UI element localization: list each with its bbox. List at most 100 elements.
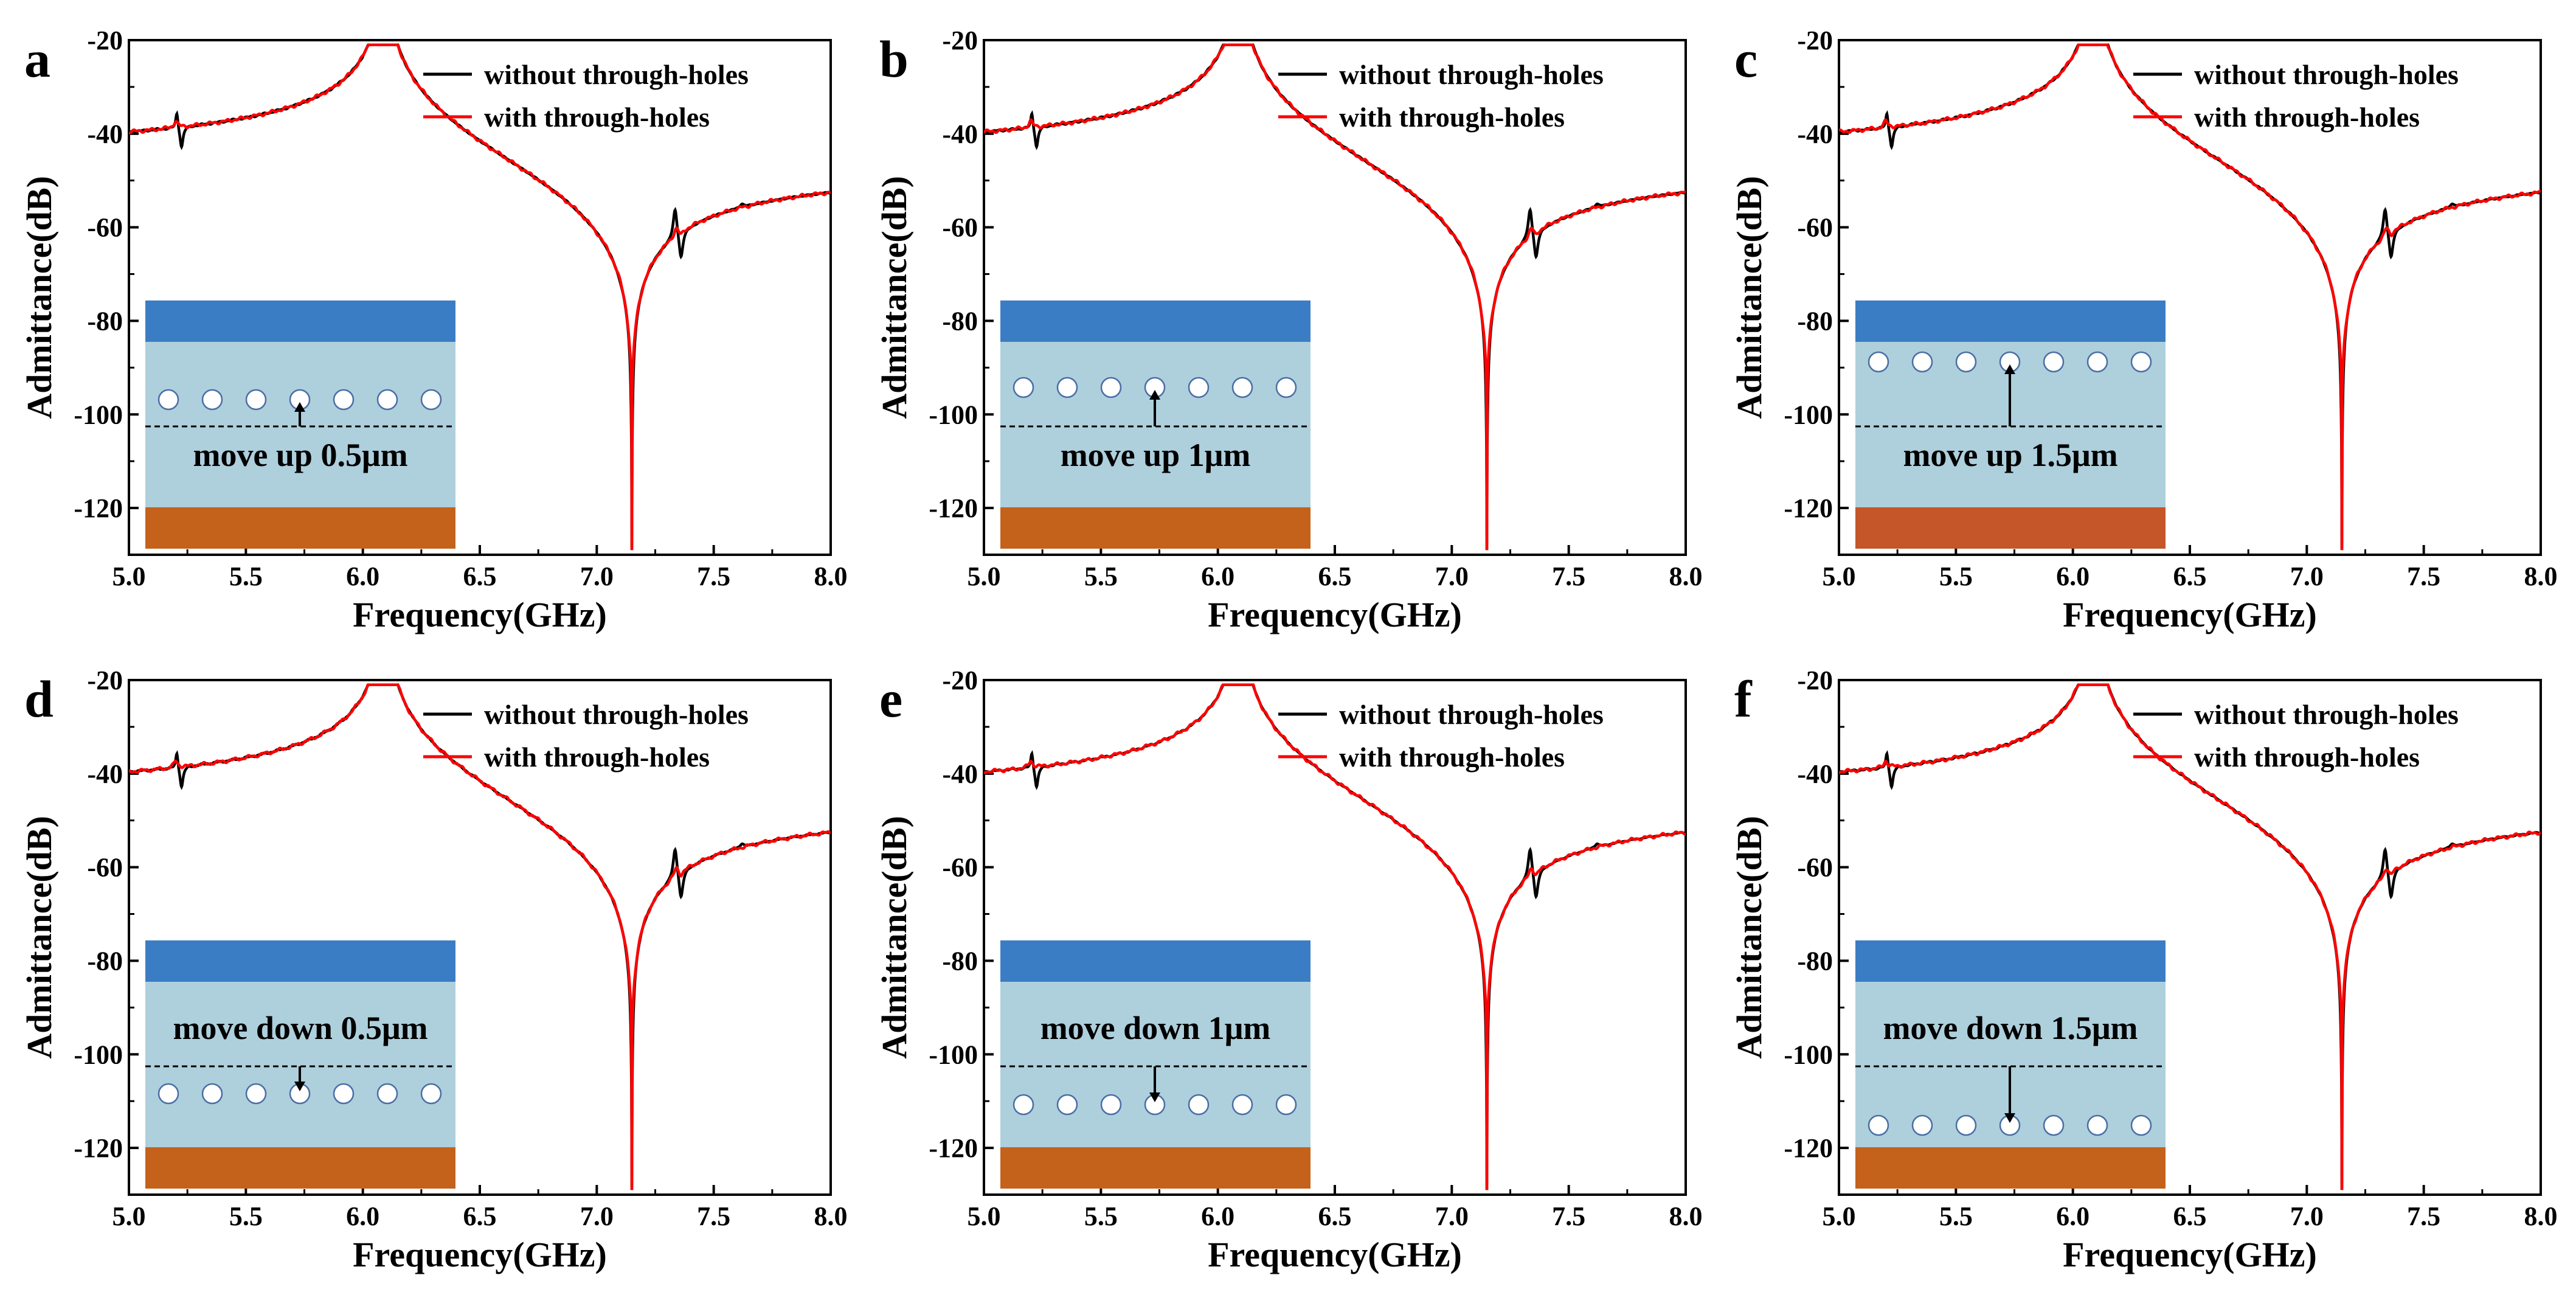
inset-through-hole [2130,1114,2152,1136]
legend-label-with: with through-holes [1339,742,1565,773]
inset-through-hole [333,389,355,411]
inset-through-hole [1056,1094,1078,1116]
x-tick-label: 5.5 [1939,561,1973,591]
inset-through-hole [245,389,267,411]
x-tick-label: 5.0 [113,561,146,591]
x-tick-label: 7.5 [697,1201,730,1231]
legend: without through-holes with through-holes [1278,699,1604,773]
y-tick-label: -120 [1784,1133,1833,1163]
y-tick-label: -100 [1784,400,1833,429]
x-tick-label: 7.5 [697,561,730,591]
inset-diagram: move down 0.5μm [145,940,455,1189]
legend-label-with: with through-holes [2194,742,2420,773]
y-axis-label: Admittance(dB) [1729,176,1769,419]
x-tick-label: 6.5 [463,1201,497,1231]
x-tick-label: 5.5 [229,1201,263,1231]
inset-through-hole [1013,1094,1034,1116]
series-line-with-through-holes [1839,683,2541,1190]
inset-label: move down 0.5μm [173,1010,428,1046]
x-tick-label: 5.0 [1823,561,1856,591]
inset-arrow-head [294,402,305,412]
inset-bottom-substrate [1000,507,1311,549]
x-tick-label: 5.5 [229,561,263,591]
x-tick-label: 7.0 [2290,561,2324,591]
inset-top-electrode [1000,300,1311,342]
inset-diagram: move up 0.5μm [145,300,455,549]
legend-label-without: without through-holes [484,59,749,90]
chart-panel-c: 5.0 5.5 6.0 6.5 7.0 7.5 8.0 -20 -40 -60 -80 -100 -12… [1729,26,2558,634]
inset-diagram: move down 1μm [1000,940,1311,1189]
legend: without through-holes with through-holes [2133,699,2459,773]
legend-label-without: without through-holes [2194,699,2459,730]
panel-letter: e [879,670,902,728]
y-tick-label: -20 [942,665,978,695]
chart-panel-d: 5.0 5.5 6.0 6.5 7.0 7.5 8.0 -20 -40 -60 -80 -100 -12… [19,665,848,1274]
x-tick-label: 7.0 [580,1201,614,1231]
x-tick-label: 6.0 [346,561,379,591]
y-tick-label: -40 [942,119,978,149]
inset-through-hole [420,389,442,411]
y-tick-label: -100 [74,400,123,429]
y-axis-label: Admittance(dB) [874,816,914,1059]
inset-arrow-head [1149,390,1160,400]
inset-through-hole [1868,351,1889,373]
inset-through-hole [2086,351,2108,373]
legend: without through-holes with through-holes [1278,59,1604,133]
inset-through-hole [1231,377,1253,398]
y-tick-label: -20 [942,26,978,55]
y-tick-label: -120 [74,493,123,523]
panel-letter: b [879,30,909,88]
y-tick-label: -100 [74,1040,123,1069]
y-axis-label: Admittance(dB) [19,176,59,419]
y-tick-label: -80 [87,946,123,976]
y-tick-label: -100 [1784,1040,1833,1069]
inset-through-hole [1188,1094,1210,1116]
y-tick-label: -60 [87,213,123,243]
inset-top-electrode [145,940,455,982]
y-tick-label: -40 [1797,119,1833,149]
inset-through-hole [2043,351,2065,373]
x-tick-label: 6.5 [2173,561,2207,591]
y-tick-label: -80 [1797,946,1833,976]
legend-label-with: with through-holes [2194,102,2420,133]
inset-through-hole [1013,377,1034,398]
inset-arrow-head [1149,1092,1160,1102]
inset-through-hole [1275,377,1297,398]
inset-through-hole [376,389,398,411]
inset-through-hole [376,1083,398,1105]
chart-panel-a: 5.0 5.5 6.0 6.5 7.0 7.5 8.0 -20 -40 -60 -80 -100 -12… [19,26,848,634]
inset-through-hole [2043,1114,2065,1136]
inset-piezo-film [1000,982,1311,1147]
x-axis-label: Frequency(GHz) [1208,595,1462,634]
y-tick-label: -60 [942,213,978,243]
inset-through-hole [1231,1094,1253,1116]
legend-label-with: with through-holes [1339,102,1565,133]
inset-label: move up 1.5μm [1903,437,2117,473]
inset-label: move down 1μm [1040,1010,1271,1046]
x-tick-label: 5.0 [1823,1201,1856,1231]
inset-arrow-head [2004,364,2015,374]
x-axis-label: Frequency(GHz) [2063,595,2317,634]
x-tick-label: 5.5 [1084,1201,1118,1231]
y-tick-label: -80 [942,306,978,336]
inset-through-hole [1275,1094,1297,1116]
x-tick-label: 6.0 [1201,561,1234,591]
chart-panel-f: 5.0 5.5 6.0 6.5 7.0 7.5 8.0 -20 -40 -60 -80 -100 -12… [1729,665,2558,1274]
inset-top-electrode [1855,300,2166,342]
panel-letter: a [24,30,50,88]
x-tick-label: 6.5 [2173,1201,2207,1231]
inset-diagram: move up 1.5μm [1855,300,2166,549]
y-tick-label: -60 [1797,853,1833,883]
legend: without through-holes with through-holes [423,699,749,773]
x-axis-label: Frequency(GHz) [1208,1235,1462,1274]
inset-through-hole [1868,1114,1889,1136]
x-tick-label: 5.5 [1084,561,1118,591]
inset-through-hole [201,389,223,411]
inset-through-hole [1955,1114,1977,1136]
y-axis-label: Admittance(dB) [874,176,914,419]
x-tick-label: 8.0 [2524,561,2558,591]
inset-through-hole [1911,1114,1933,1136]
inset-through-hole [158,1083,179,1105]
legend: without through-holes with through-holes [2133,59,2459,133]
